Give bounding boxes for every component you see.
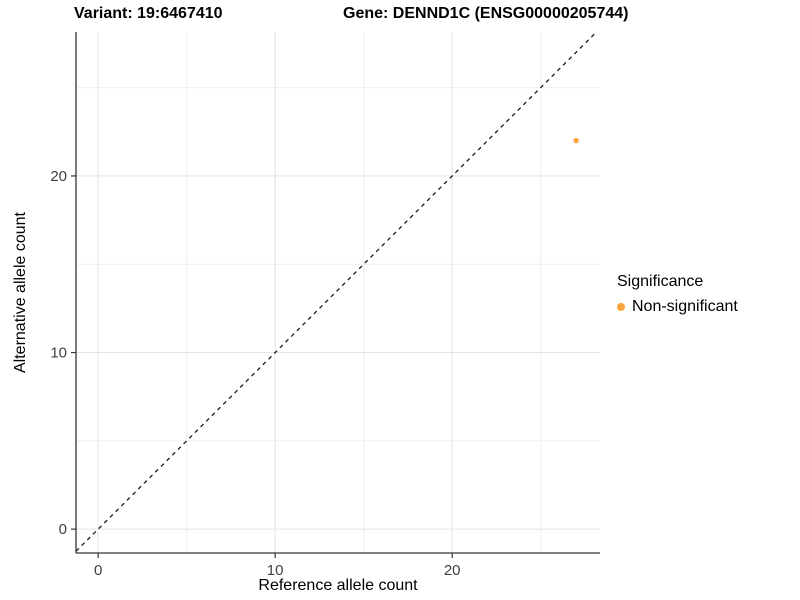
legend: Significance Non-significant: [617, 272, 738, 316]
x-axis-title: Reference allele count: [258, 577, 418, 594]
legend-title: Significance: [617, 273, 704, 290]
y-tick-label: 20: [50, 168, 67, 185]
variant-title: Variant: 19:6467410: [74, 5, 223, 22]
y-tick-label: 0: [59, 521, 67, 538]
y-axis-title: Alternative allele count: [12, 211, 29, 373]
x-tick-label: 20: [444, 562, 461, 579]
identity-reference-line: [76, 32, 598, 552]
gene-title: Gene: DENND1C (ENSG00000205744): [343, 5, 629, 22]
data-point: [573, 137, 579, 144]
x-tick-label: 10: [267, 562, 284, 579]
legend-item-label: Non-significant: [632, 298, 738, 315]
y-tick-label: 10: [50, 345, 67, 362]
legend-point-icon: [617, 302, 625, 311]
legend-item: Non-significant: [617, 297, 738, 316]
x-tick-label: 0: [94, 562, 102, 579]
